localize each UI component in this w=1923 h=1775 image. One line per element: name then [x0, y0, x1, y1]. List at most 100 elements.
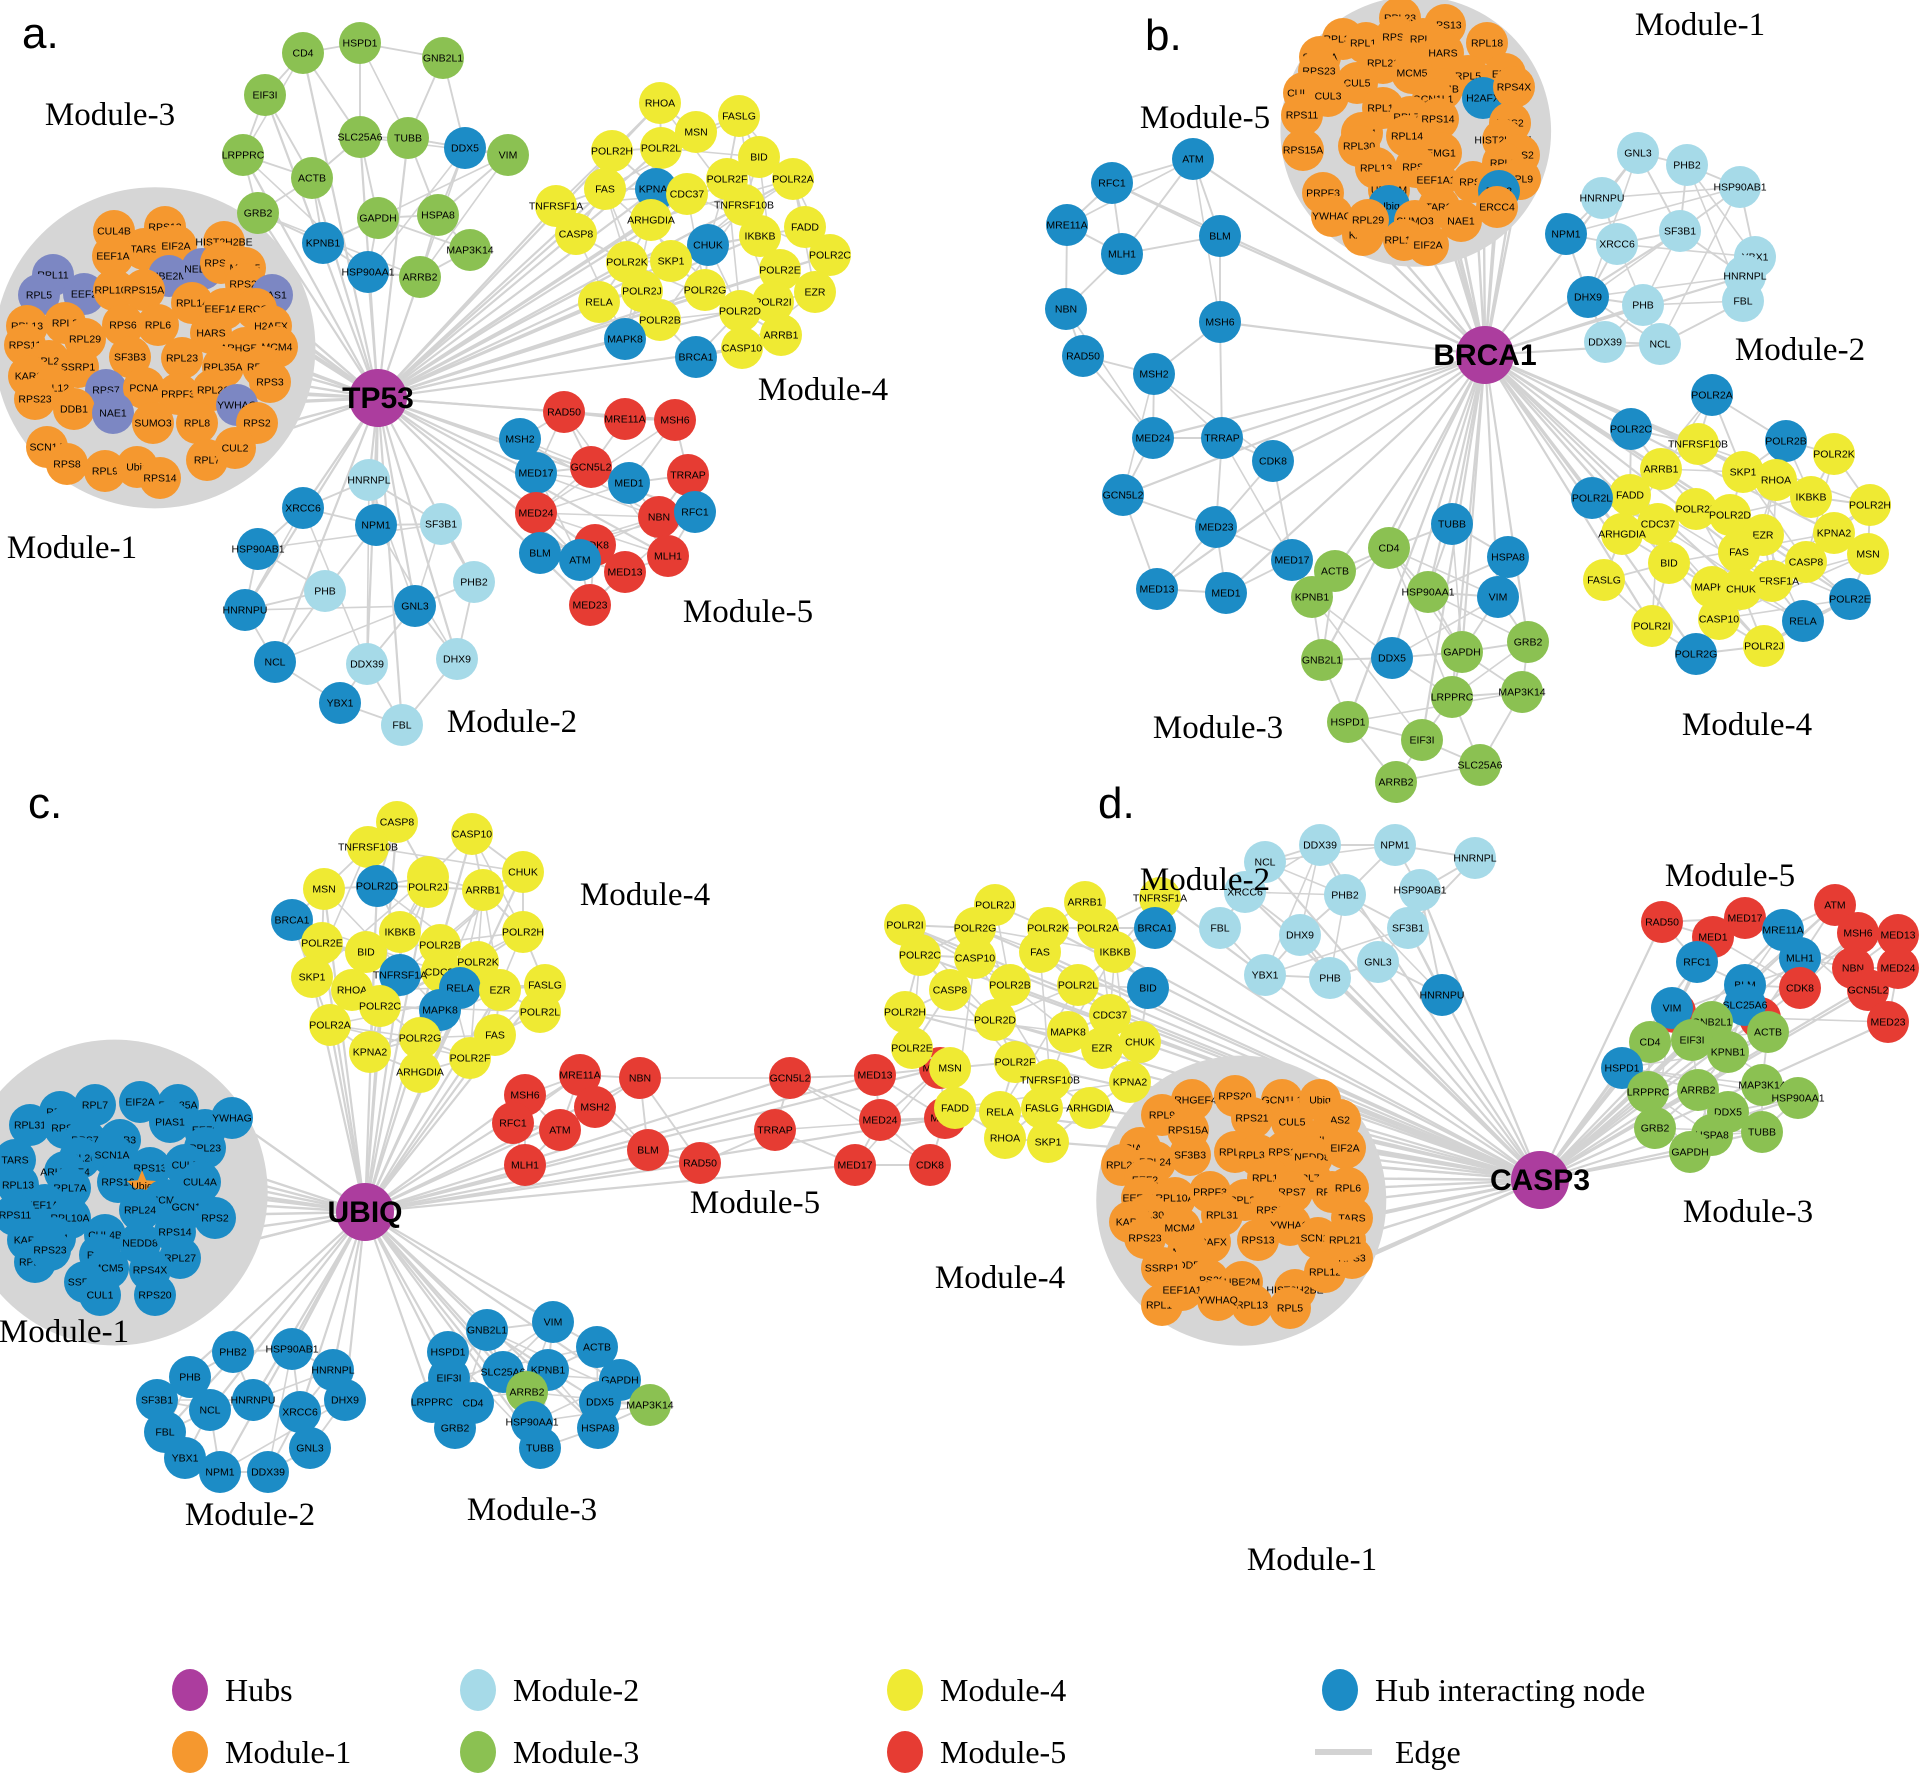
- edge: [376, 396, 404, 727]
- edge: [376, 396, 417, 608]
- node-polr2i: POLR2I: [1631, 605, 1673, 647]
- node-casp10: CASP10: [721, 327, 763, 369]
- node-ncl: NCL: [1639, 323, 1681, 365]
- node-dhx9: DHX9: [1279, 914, 1321, 956]
- node-brca1: BRCA1: [1134, 907, 1176, 949]
- node-xrcc6: XRCC6: [282, 487, 324, 529]
- edge: [1483, 353, 1836, 535]
- node-chuk: CHUK: [502, 851, 544, 893]
- node-atm: ATM: [1172, 138, 1214, 180]
- edge: [1388, 547, 1453, 698]
- node-polr2g: POLR2G: [684, 269, 726, 311]
- module-title-a-m2: Module-2: [447, 704, 577, 740]
- node-ywhag: YWHAG: [1311, 195, 1353, 237]
- legend-item-module2: Module-2: [460, 1669, 639, 1711]
- legend: Hubs Module-1 Module-2 Module-3 Module-4 Modu…: [172, 1669, 1645, 1773]
- node-ercc4: ERCC4: [1476, 186, 1518, 228]
- node-npm1: NPM1: [355, 504, 397, 546]
- node-kpnb1: KPNB1: [1291, 576, 1333, 618]
- module-title-d-m4: Module-4: [935, 1260, 1065, 1296]
- module-title-c-m3: Module-3: [467, 1492, 597, 1528]
- node-med13: MED13: [604, 551, 646, 593]
- node-msh2: MSH2: [574, 1086, 616, 1128]
- node-med17: MED17: [834, 1144, 876, 1186]
- edge: [1483, 342, 1662, 357]
- node-gapdh: GAPDH: [357, 197, 399, 239]
- edge: [1153, 926, 1542, 1182]
- node-npm1: NPM1: [199, 1451, 241, 1493]
- edge: [363, 1210, 434, 1404]
- edge: [376, 396, 592, 607]
- node-polr2j: POLR2J: [1743, 625, 1785, 667]
- edge: [376, 396, 538, 475]
- node-ddx5: DDX5: [1371, 637, 1413, 679]
- svg-text:TP53: TP53: [342, 382, 414, 415]
- node-kpnb1: KPNB1: [302, 222, 344, 264]
- legend-item-hubs: Hubs: [172, 1669, 293, 1711]
- node-grb2: GRB2: [237, 192, 279, 234]
- node-slc25a6: SLC25A6: [1458, 744, 1503, 786]
- legend-label-module4: Module-4: [940, 1672, 1066, 1708]
- node-msn: MSN: [303, 868, 345, 910]
- edge: [1418, 888, 1542, 1182]
- node-polr2c: POLR2C: [809, 234, 851, 276]
- node-nbn: NBN: [619, 1057, 661, 1099]
- node-polr2j: POLR2J: [407, 866, 449, 908]
- edge: [301, 51, 380, 400]
- node-mlh1: MLH1: [1101, 233, 1143, 275]
- node-polr2h: POLR2H: [591, 130, 633, 172]
- node-arrb2: ARRB2: [1375, 761, 1417, 803]
- node-polr2k: POLR2K: [1813, 433, 1855, 475]
- node-msh6: MSH6: [1199, 301, 1241, 343]
- node-arrb2: ARRB2: [399, 256, 441, 298]
- node-phb: PHB: [1622, 284, 1664, 326]
- node-med24: MED24: [515, 492, 557, 534]
- node-tubb: TUBB: [1431, 503, 1473, 545]
- node-msh6: MSH6: [654, 399, 696, 441]
- node-cd4: CD4: [1368, 527, 1410, 569]
- node-sf3b1: SF3B1: [1659, 210, 1701, 252]
- edge: [1483, 353, 1530, 644]
- legend-item-edge: Edge: [1315, 1734, 1461, 1770]
- node-polr2l: POLR2L: [1057, 964, 1099, 1006]
- legend-module2-swatch-icon: [460, 1669, 496, 1711]
- edge: [376, 260, 629, 400]
- panel-letter-a: a.: [22, 9, 59, 58]
- edge: [363, 1056, 472, 1214]
- node-pias1: PIAS1: [149, 1101, 191, 1143]
- node-trrap: TRRAP: [754, 1109, 796, 1151]
- node-casp10: CASP10: [1698, 598, 1740, 640]
- hub-node-brca1: BRCA1: [1433, 326, 1537, 384]
- panel-letter-d: d.: [1098, 779, 1135, 828]
- node-rad50: RAD50: [1062, 335, 1104, 377]
- panel-c: CASP8CASP10TNFRSF10BFADDCHUKMSNPOLR2DPOL…: [0, 779, 966, 1533]
- node-mlh1: MLH1: [504, 1144, 546, 1186]
- module-title-b-m1: Module-1: [1635, 7, 1765, 43]
- edge: [1113, 950, 1542, 1182]
- ubiquitin-star-icon: [126, 1170, 158, 1199]
- node-atm: ATM: [559, 539, 601, 581]
- node-map3k14: MAP3K14: [1498, 671, 1546, 713]
- node-rps20: RPS20: [134, 1274, 176, 1316]
- node-cdk8: CDK8: [1779, 967, 1821, 1009]
- node-rfc1: RFC1: [492, 1102, 534, 1144]
- node-skp1: SKP1: [291, 956, 333, 998]
- node-atm: ATM: [539, 1109, 581, 1151]
- node-rpl29: RPL29: [1347, 199, 1389, 241]
- node-rps13: RPS13: [1237, 1219, 1279, 1261]
- module-title-b-m5: Module-5: [1140, 100, 1270, 136]
- legend-module5-swatch-icon: [887, 1731, 923, 1773]
- edge: [1046, 926, 1542, 1182]
- node-rps8: RPS8: [46, 443, 88, 485]
- module-title-d-m2: Module-2: [1140, 862, 1270, 898]
- node-phb2: PHB2: [1324, 874, 1366, 916]
- node-rpl5: RPL5: [1269, 1287, 1311, 1329]
- legend-hub_interacting-swatch-icon: [1322, 1669, 1358, 1711]
- node-hspa8: HSPA8: [577, 1407, 619, 1449]
- node-kpna2: KPNA2: [349, 1031, 391, 1073]
- edge: [256, 211, 380, 400]
- node-polr2a: POLR2A: [772, 158, 814, 200]
- edge: [419, 154, 509, 278]
- node-polr2f: POLR2F: [449, 1037, 491, 1079]
